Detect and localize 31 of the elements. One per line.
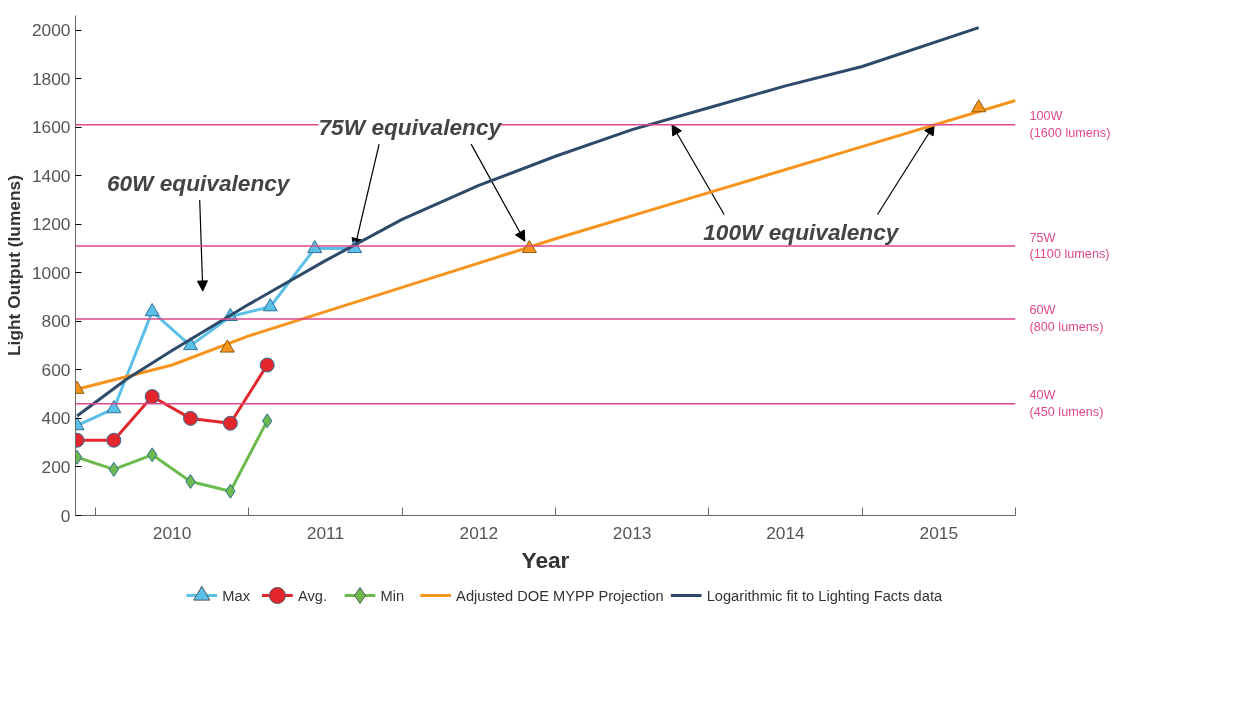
ref-line-label: 75W (1100 lumens): [1029, 230, 1110, 262]
y-tick-label: 200: [41, 456, 71, 477]
annotation: 60W equivalency: [106, 169, 291, 196]
legend-label: Logarithmic fit to Lighting Facts data: [706, 587, 943, 604]
y-axis-title: Light Output (lumens): [3, 175, 24, 356]
y-tick-label: 800: [41, 311, 71, 332]
x-tick-label: 2014: [766, 522, 806, 543]
y-tick-label: 2000: [31, 20, 71, 41]
legend-label: Max: [222, 587, 251, 604]
y-tick-label: 1800: [31, 68, 71, 89]
annotation: 75W equivalency: [318, 114, 503, 141]
annotation: 100W equivalency: [703, 218, 900, 245]
y-tick-label: 1000: [31, 262, 71, 283]
ref-line-label: 100W (1600 lumens): [1029, 109, 1111, 141]
x-tick-label: 2013: [612, 522, 652, 543]
y-tick-label: 400: [41, 408, 71, 429]
y-tick-label: 600: [41, 359, 71, 380]
x-tick-label: 2012: [459, 522, 499, 543]
y-tick-label: 1200: [31, 214, 71, 235]
x-tick-label: 2011: [306, 522, 345, 543]
x-axis-title: Year: [521, 546, 570, 573]
x-tick-label: 2010: [152, 522, 192, 543]
y-tick-label: 1400: [31, 165, 71, 186]
legend-label: Min: [380, 587, 405, 604]
ref-line-label: 60W (800 lumens): [1029, 303, 1104, 335]
ref-line-label: 40W (450 lumens): [1029, 388, 1104, 420]
y-tick-label: 1600: [31, 117, 71, 138]
x-tick-label: 2015: [919, 522, 959, 543]
legend-label: Avg.: [297, 587, 327, 604]
y-tick-label: 0: [60, 505, 71, 526]
legend-label: Adjusted DOE MYPP Projection: [456, 587, 664, 604]
